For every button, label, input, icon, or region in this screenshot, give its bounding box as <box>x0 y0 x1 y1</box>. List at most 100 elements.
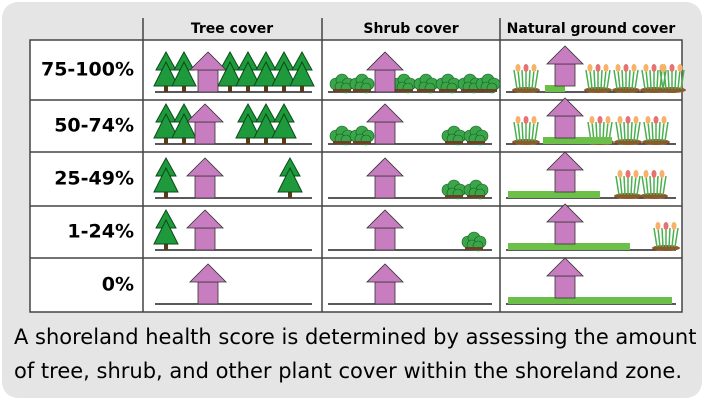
house-body <box>375 176 395 198</box>
bloom <box>590 116 595 124</box>
shrub-base <box>445 195 463 198</box>
bloom <box>670 64 675 72</box>
trunk <box>182 86 186 92</box>
trunk <box>228 86 232 92</box>
bloom <box>644 170 649 178</box>
bloom <box>634 116 639 124</box>
bloom <box>598 116 603 124</box>
bloom <box>664 222 669 230</box>
bloom <box>626 116 631 124</box>
house-body <box>375 122 395 144</box>
stem <box>522 122 523 141</box>
house-body <box>555 116 575 138</box>
infographic: Tree cover Shrub cover Natural ground co… <box>0 0 704 400</box>
stem <box>675 70 676 89</box>
trunk <box>164 192 168 198</box>
bloom <box>516 64 521 72</box>
caption-line: A shoreland health score is determined b… <box>14 325 696 349</box>
row-label: 50-74% <box>54 115 134 137</box>
bloom <box>634 170 639 178</box>
bloom <box>662 116 667 124</box>
stem <box>601 70 602 89</box>
house-body <box>375 228 395 250</box>
column-header: Tree cover <box>191 21 273 37</box>
row-label: 25-49% <box>54 168 134 190</box>
column-header: Shrub cover <box>363 21 458 37</box>
shrub-base <box>417 89 435 92</box>
house-body <box>555 170 575 192</box>
trunk <box>282 86 286 92</box>
trunk <box>246 86 250 92</box>
shrub-base <box>353 89 371 92</box>
trunk <box>282 138 286 144</box>
stem <box>624 122 625 141</box>
house-body <box>555 64 575 86</box>
trunk <box>264 138 268 144</box>
bloom <box>654 116 659 124</box>
groundcover-bar <box>508 191 600 198</box>
stem <box>529 70 530 89</box>
shrub-base <box>353 141 371 144</box>
trunk <box>246 138 250 144</box>
shrub-base <box>461 89 479 92</box>
bloom <box>652 64 657 72</box>
stem <box>631 176 632 195</box>
stem <box>629 70 630 89</box>
bloom <box>624 64 629 72</box>
row-label: 75-100% <box>41 59 134 81</box>
bloom <box>532 64 537 72</box>
trunk <box>182 138 186 144</box>
row-label: 1-24% <box>67 221 134 243</box>
trunk <box>164 244 168 250</box>
stem <box>668 70 669 89</box>
house-body <box>198 70 218 92</box>
stem <box>650 176 651 195</box>
bloom <box>632 64 637 72</box>
caption-line: of tree, shrub, and other plant cover wi… <box>14 359 682 383</box>
trunk <box>300 86 304 92</box>
bloom <box>672 222 677 230</box>
trunk <box>264 86 268 92</box>
house-body <box>195 176 215 198</box>
trunk <box>288 192 292 198</box>
shrub-base <box>333 141 351 144</box>
groundcover-bar <box>508 297 672 304</box>
house-body <box>375 70 395 92</box>
bloom <box>616 64 621 72</box>
stem <box>659 122 660 141</box>
shrub-base <box>445 141 463 144</box>
stem <box>594 70 595 89</box>
bloom <box>588 64 593 72</box>
stem <box>657 70 658 89</box>
house-body <box>195 228 215 250</box>
bloom <box>524 116 529 124</box>
bloom <box>626 170 631 178</box>
stem <box>622 70 623 89</box>
bloom <box>606 116 611 124</box>
stem <box>652 122 653 141</box>
shrub-base <box>439 89 457 92</box>
bloom <box>532 116 537 124</box>
bloom <box>596 64 601 72</box>
shrub-base <box>479 89 497 92</box>
stem <box>631 122 632 141</box>
stem <box>662 228 663 247</box>
bloom <box>662 64 667 72</box>
house-body <box>555 222 575 244</box>
bloom <box>644 64 649 72</box>
bloom <box>516 116 521 124</box>
stem <box>657 176 658 195</box>
groundcover-bar <box>543 137 612 144</box>
stem <box>650 70 651 89</box>
bloom <box>524 64 529 72</box>
house-body <box>195 122 215 144</box>
house-body <box>375 282 395 304</box>
trunk <box>164 86 168 92</box>
shrub-base <box>467 141 485 144</box>
stem <box>624 176 625 195</box>
bloom <box>604 64 609 72</box>
trunk <box>164 138 168 144</box>
bloom <box>656 222 661 230</box>
house-body <box>198 282 218 304</box>
stem <box>522 70 523 89</box>
